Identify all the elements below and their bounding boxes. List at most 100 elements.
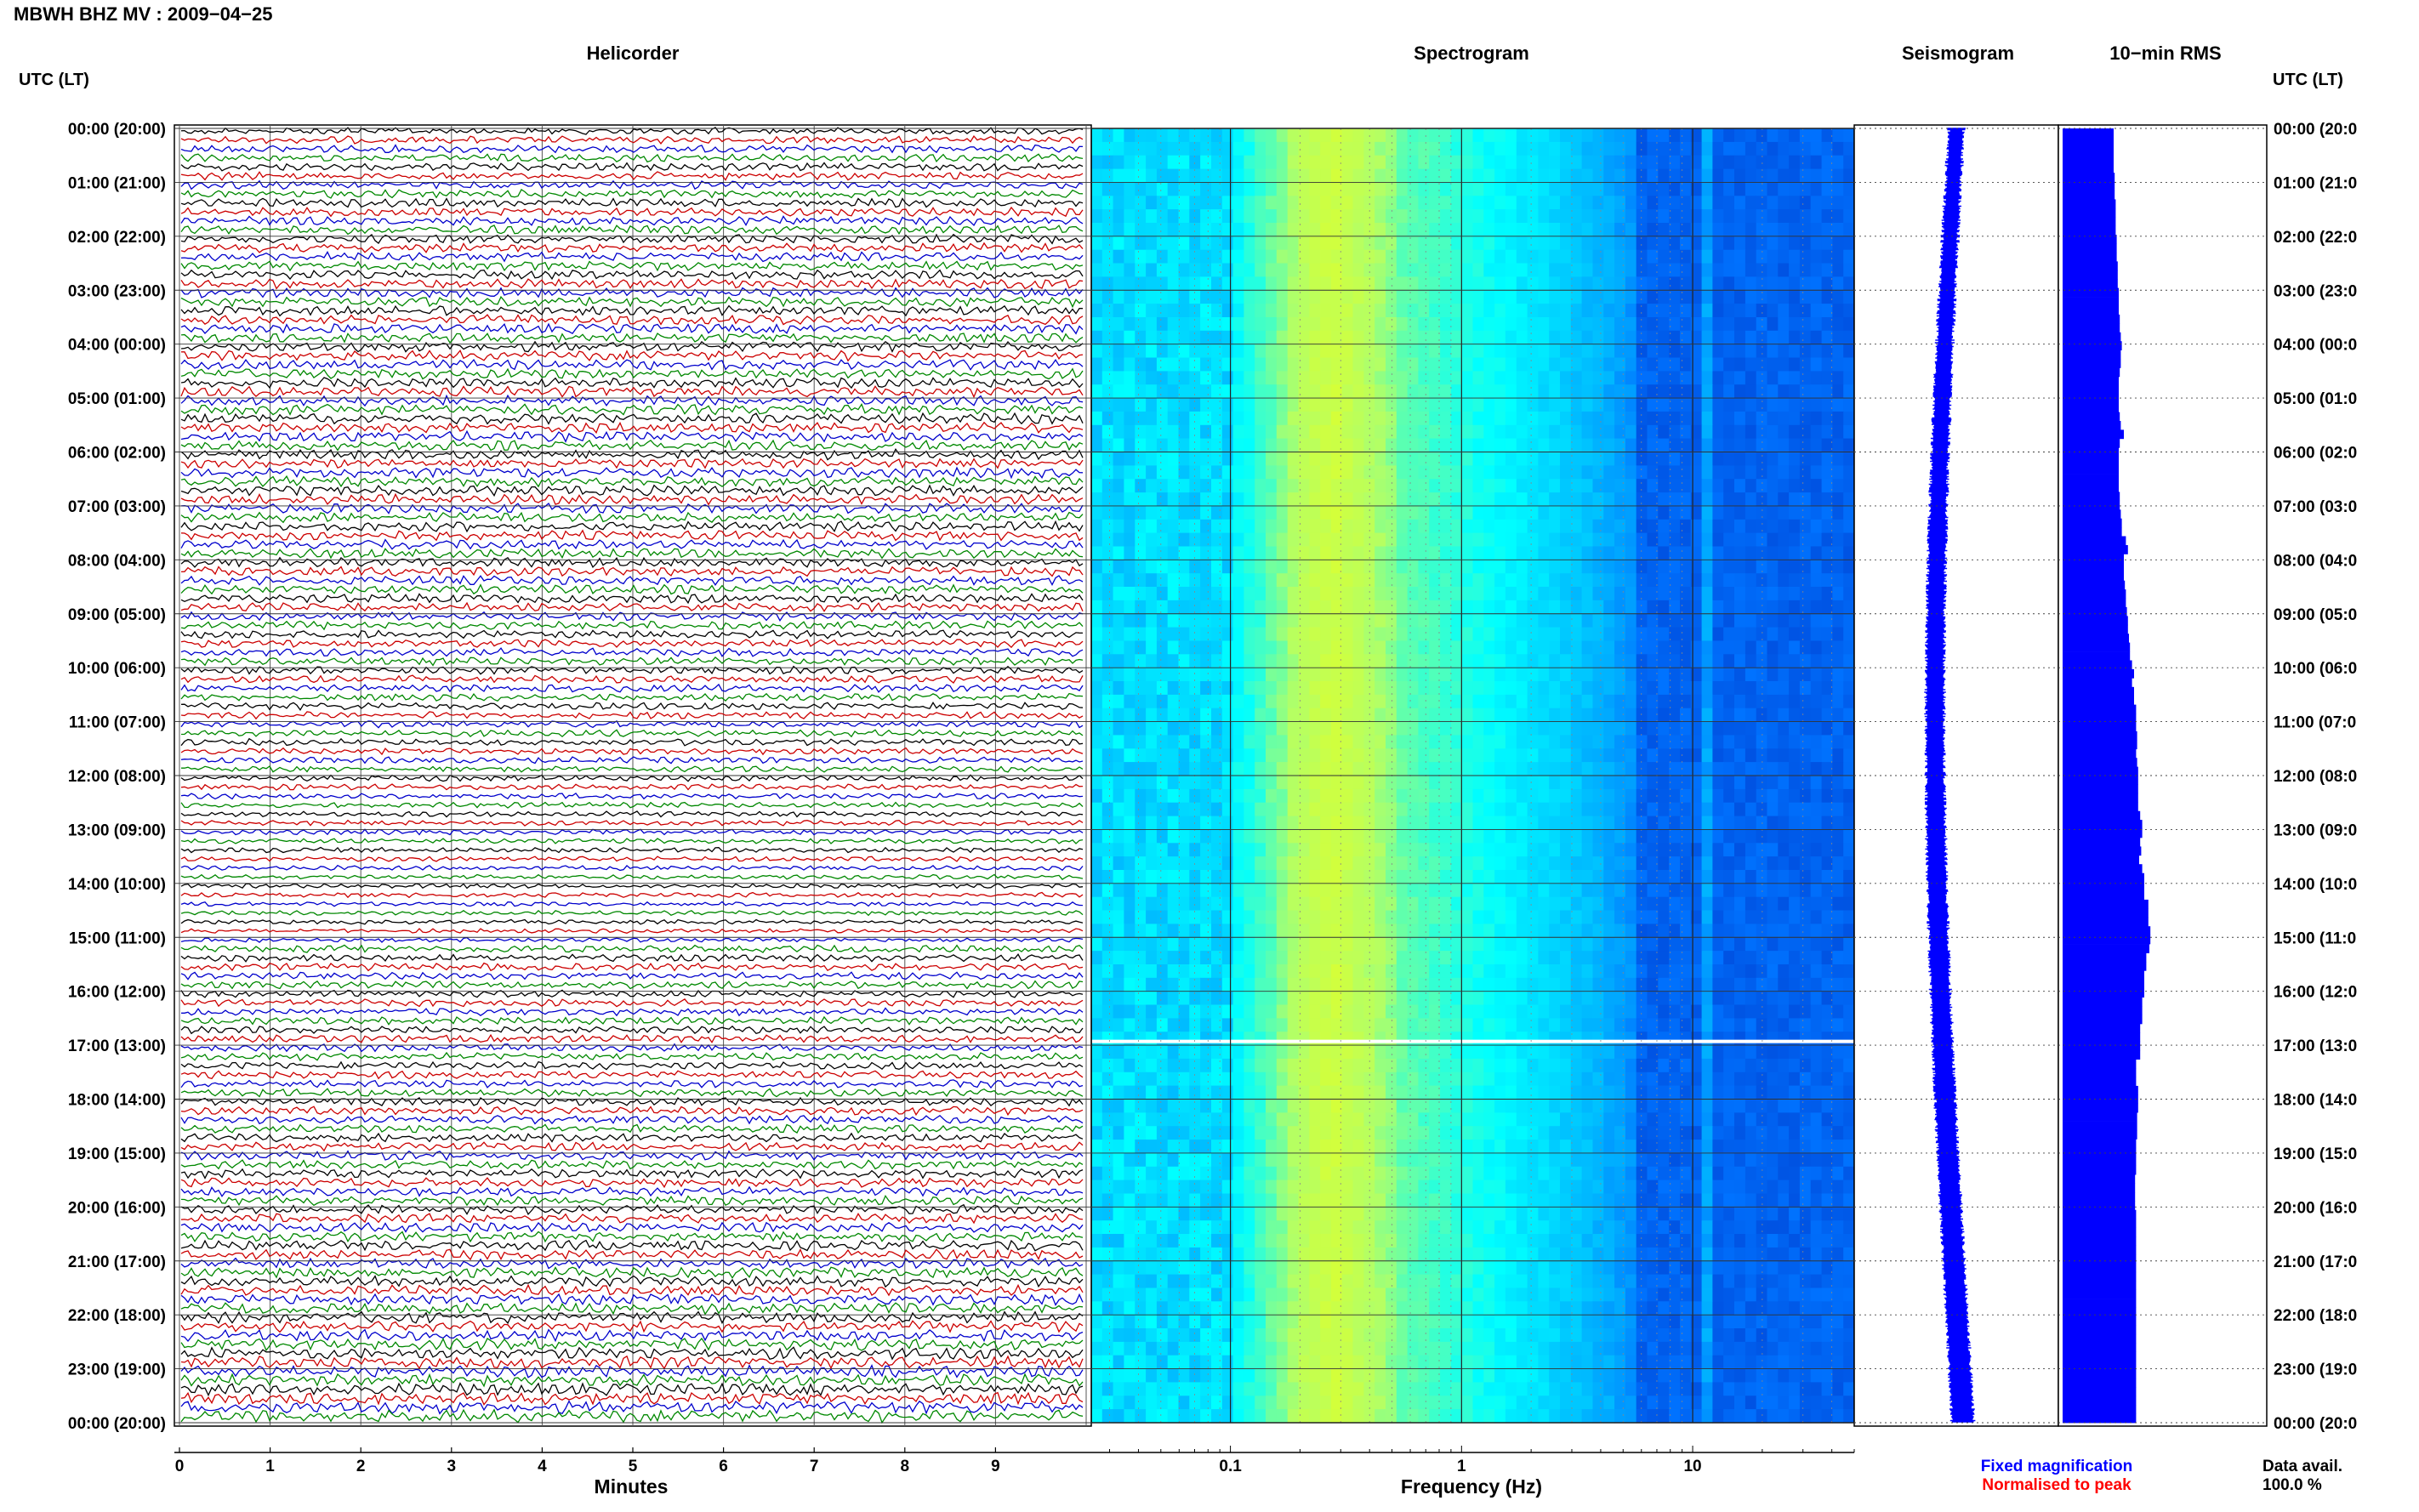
spectrogram-cell: [1527, 492, 1539, 507]
spectrogram-cell: [1450, 411, 1463, 426]
spectrogram-cell: [1101, 546, 1114, 560]
spectrogram-cell: [1745, 532, 1757, 548]
spectrogram-cell: [1712, 856, 1724, 871]
spectrogram-cell: [1309, 276, 1321, 291]
spectrogram-cell: [1756, 209, 1768, 224]
spectrogram-cell: [1636, 1032, 1648, 1046]
spectrogram-cell: [1690, 532, 1703, 548]
spectrogram-cell: [1396, 668, 1409, 682]
spectrogram-cell: [1375, 843, 1386, 857]
spectrogram-cell: [1178, 304, 1190, 318]
spectrogram-cell: [1330, 155, 1343, 170]
spectrogram-cell: [1244, 519, 1255, 534]
spectrogram-cell: [1309, 128, 1321, 143]
spectrogram-cell: [1407, 384, 1419, 399]
spectrogram-cell: [1244, 532, 1255, 548]
spectrogram-cell: [1156, 654, 1169, 668]
spectrogram-cell: [1472, 357, 1484, 372]
spectrogram-cell: [1494, 452, 1506, 466]
spectrogram-cell: [1799, 681, 1812, 696]
spectrogram-cell: [1429, 384, 1441, 399]
spectrogram-cell: [1832, 924, 1844, 938]
spectrogram-cell: [1614, 505, 1626, 520]
spectrogram-cell: [1320, 843, 1332, 857]
spectrogram-cell: [1745, 600, 1757, 615]
spectrogram-cell: [1461, 627, 1474, 642]
spectrogram-cell: [1767, 532, 1779, 548]
spectrogram-cell: [1178, 249, 1190, 264]
spectrogram-cell: [1472, 776, 1484, 790]
spectrogram-cell: [1429, 937, 1441, 952]
spectrogram-cell: [1570, 465, 1583, 480]
spectrogram-cell: [1832, 883, 1844, 898]
spectrogram-cell: [1756, 317, 1768, 332]
spectrogram-cell: [1135, 492, 1147, 507]
spectrogram-cell: [1516, 870, 1528, 884]
spectrogram-cell: [1538, 357, 1550, 372]
spectrogram-cell: [1669, 1058, 1681, 1073]
spectrogram-cell: [1461, 748, 1474, 763]
spectrogram-cell: [1516, 492, 1528, 507]
spectrogram-cell: [1799, 1004, 1812, 1019]
spectrogram-cell: [1287, 465, 1300, 480]
spectrogram-cell: [1810, 304, 1823, 318]
spectrogram-cell: [1799, 843, 1812, 857]
spectrogram-cell: [1407, 654, 1419, 668]
spectrogram-cell: [1200, 587, 1212, 601]
spectrogram-cell: [1778, 1058, 1790, 1073]
spectrogram-cell: [1527, 155, 1539, 170]
spectrogram-cell: [1701, 924, 1713, 938]
spectrogram-cell: [1221, 762, 1234, 776]
spectrogram-cell: [1549, 357, 1561, 372]
spectrogram-cell: [1429, 330, 1441, 345]
spectrogram-cell: [1778, 870, 1790, 884]
spectrogram-cell: [1146, 371, 1158, 385]
spectrogram-cell: [1680, 479, 1692, 493]
spectrogram-cell: [1352, 357, 1364, 372]
spectrogram-cell: [1767, 816, 1779, 831]
spectrogram-cell: [1570, 654, 1583, 668]
spectrogram-cell: [1745, 1058, 1757, 1073]
spectrogram-cell: [1472, 1018, 1484, 1032]
spectrogram-cell: [1375, 654, 1386, 668]
spectrogram-cell: [1658, 276, 1670, 291]
spectrogram-cell: [1669, 654, 1681, 668]
spectrogram-cell: [1407, 492, 1419, 507]
spectrogram-cell: [1440, 155, 1452, 170]
spectrogram-cell: [1669, 560, 1681, 574]
spectrogram-cell: [1767, 1058, 1779, 1073]
spectrogram-cell: [1113, 977, 1124, 992]
spectrogram-cell: [1287, 424, 1300, 440]
spectrogram-cell: [1429, 398, 1441, 412]
spectrogram-cell: [1211, 964, 1223, 979]
spectrogram-cell: [1418, 640, 1430, 655]
spectrogram-cell: [1266, 560, 1278, 574]
spectrogram-cell: [1418, 249, 1430, 264]
spectrogram-cell: [1832, 384, 1844, 399]
spectrogram-cell: [1309, 371, 1321, 385]
spectrogram-cell: [1625, 196, 1637, 210]
spectrogram-cell: [1450, 330, 1463, 345]
spectrogram-cell: [1429, 681, 1441, 696]
spectrogram-cell: [1330, 1045, 1343, 1060]
spectrogram-cell: [1232, 546, 1244, 560]
spectrogram-cell: [1091, 627, 1103, 642]
spectrogram-cell: [1767, 964, 1779, 979]
spectrogram-cell: [1167, 128, 1180, 143]
spectrogram-cell: [1494, 317, 1506, 332]
spectrogram-cell: [1450, 560, 1463, 574]
spectrogram-cell: [1560, 708, 1572, 723]
spectrogram-cell: [1276, 870, 1289, 884]
spectrogram-cell: [1767, 708, 1779, 723]
spectrogram-cell: [1647, 1004, 1659, 1019]
spectrogram-cell: [1330, 519, 1343, 534]
spectrogram-cell: [1156, 735, 1169, 749]
spectrogram-cell: [1244, 276, 1255, 291]
spectrogram-cell: [1701, 681, 1713, 696]
spectrogram-cell: [1167, 209, 1180, 224]
spectrogram-cell: [1745, 856, 1757, 871]
spectrogram-cell: [1124, 573, 1136, 588]
spectrogram-cell: [1232, 788, 1244, 804]
spectrogram-cell: [1396, 424, 1409, 440]
spectrogram-cell: [1669, 519, 1681, 534]
